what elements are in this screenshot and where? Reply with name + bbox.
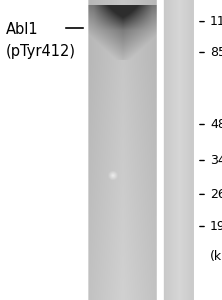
Text: Abl1: Abl1 bbox=[6, 22, 39, 37]
Text: (pTyr412): (pTyr412) bbox=[6, 44, 76, 59]
Text: 85: 85 bbox=[210, 46, 222, 59]
Text: 117: 117 bbox=[210, 15, 222, 28]
Text: (kD): (kD) bbox=[210, 250, 222, 263]
Text: 19: 19 bbox=[210, 220, 222, 233]
Text: 26: 26 bbox=[210, 188, 222, 201]
Text: 48: 48 bbox=[210, 118, 222, 131]
Text: 34: 34 bbox=[210, 154, 222, 167]
